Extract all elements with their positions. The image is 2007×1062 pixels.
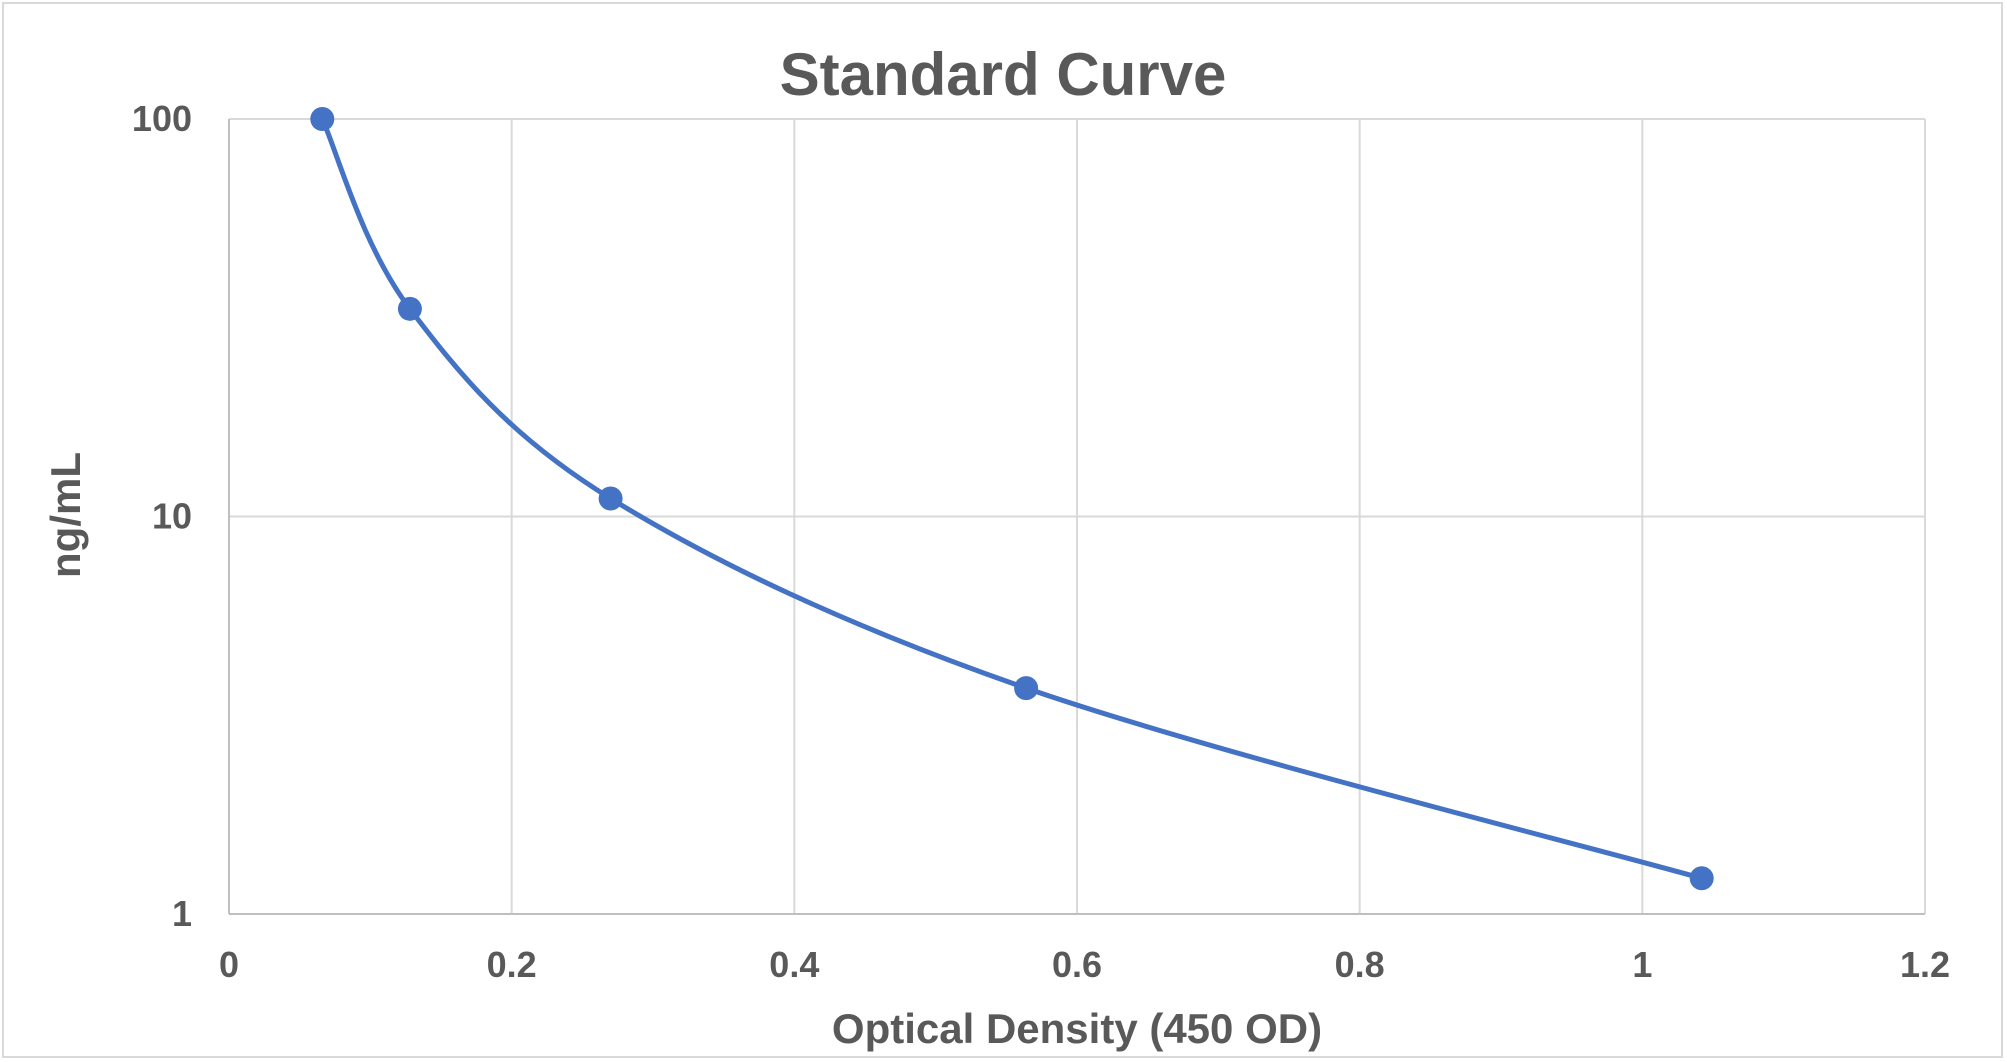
series	[310, 107, 1714, 891]
x-tick-label: 0.2	[487, 944, 537, 985]
x-tick-label: 0.8	[1335, 944, 1385, 985]
y-tick-label: 100	[132, 98, 192, 139]
x-tick-label: 1.2	[1900, 944, 1950, 985]
x-tick-label: 1	[1632, 944, 1652, 985]
y-axis-title: ng/mL	[42, 452, 89, 578]
data-point	[1689, 866, 1714, 891]
x-tick-label: 0.6	[1052, 944, 1102, 985]
series-line	[319, 116, 1705, 881]
axes	[228, 119, 1925, 915]
data-point	[598, 486, 623, 511]
data-point	[310, 107, 335, 131]
data-point	[397, 296, 422, 321]
y-tick-label: 10	[152, 496, 192, 537]
grid	[229, 118, 1926, 914]
y-tick-label: 1	[172, 893, 192, 934]
chart-title: Standard Curve	[780, 41, 1227, 108]
x-tick-label: 0.4	[769, 944, 819, 985]
x-axis-title: Optical Density (450 OD)	[832, 1005, 1322, 1052]
tick-labels: 0 0.2 0.4 0.6 0.8 1 1.2 1 10 100	[132, 98, 1950, 985]
x-tick-label: 0	[219, 944, 239, 985]
data-point	[1014, 676, 1039, 701]
